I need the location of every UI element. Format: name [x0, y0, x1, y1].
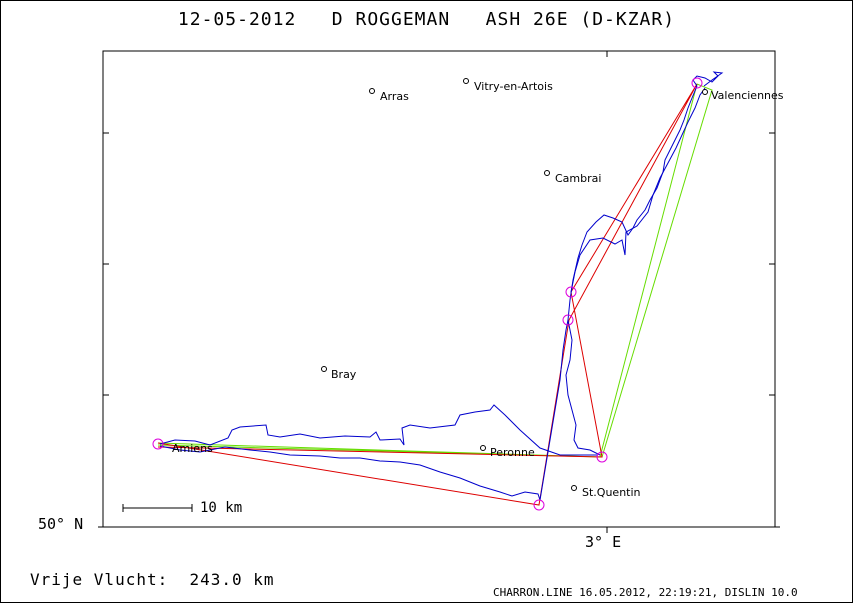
town-label-cambrai: Cambrai — [555, 172, 601, 185]
turnpoint-mid — [562, 314, 574, 326]
flight-title: 12-05-2012 D ROGGEMAN ASH 26E (D-KZAR) — [177, 9, 676, 30]
plot-area — [102, 50, 776, 528]
task-lines-green — [157, 83, 713, 458]
turnpoint-amiens — [152, 438, 164, 450]
town-dot-stquentin — [571, 485, 577, 491]
turnpoint-east — [596, 451, 608, 463]
free-flight-distance: Vrije Vlucht: 243.0 km — [30, 570, 275, 589]
town-label-amiens: Amiens — [172, 442, 213, 455]
town-markers — [321, 78, 708, 491]
town-dot-arras — [369, 88, 375, 94]
town-label-bray: Bray — [331, 368, 357, 381]
town-label-peronne: Peronne — [490, 446, 535, 459]
footer-credit: CHARRON.LINE 16.05.2012, 22:19:21, DISLI… — [493, 586, 798, 599]
turnpoint-south — [533, 499, 545, 511]
town-dot-valenciennes — [702, 89, 708, 95]
town-dot-bray — [321, 366, 327, 372]
turnpoint-markers — [152, 77, 703, 511]
scale-bar-label: 10 km — [200, 500, 243, 516]
town-dot-cambrai — [544, 170, 550, 176]
turnpoint-mid-2 — [565, 286, 577, 298]
task-lines-red — [157, 83, 698, 506]
town-dot-vitry — [463, 78, 469, 84]
flight-track — [159, 71, 724, 501]
tick-marks — [98, 51, 780, 533]
town-label-stquentin: St.Quentin — [582, 486, 641, 499]
town-label-vitry: Vitry-en-Artois — [474, 80, 553, 93]
longitude-label: 3° E — [585, 533, 622, 551]
town-dot-peronne — [480, 445, 486, 451]
town-label-valenciennes: Valenciennes — [711, 89, 784, 102]
scale-bar — [122, 504, 193, 512]
latitude-label: 50° N — [38, 515, 84, 533]
turnpoint-valenciennes — [691, 77, 703, 89]
town-label-arras: Arras — [380, 90, 409, 103]
